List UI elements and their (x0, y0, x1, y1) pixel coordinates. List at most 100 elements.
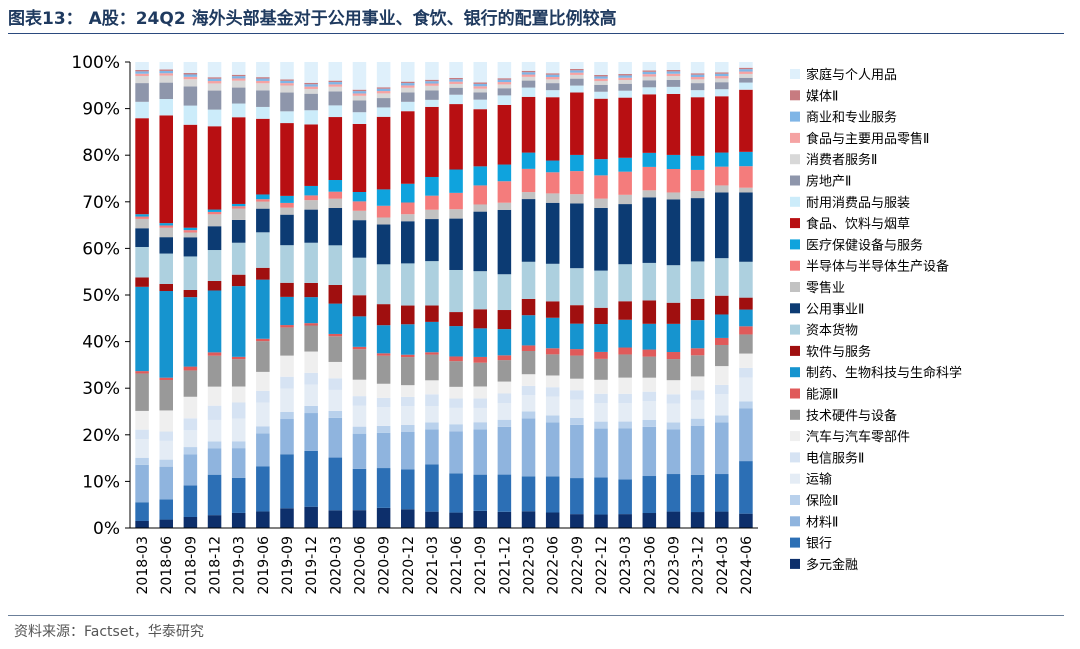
bar-segment (425, 429, 439, 465)
bar-segment (666, 511, 681, 528)
bar-segment (304, 282, 318, 298)
bar-segment (352, 405, 367, 427)
plot-area (135, 62, 753, 528)
bar-segment (304, 506, 318, 528)
y-tick-label: 30% (82, 379, 120, 399)
bar-segment (666, 73, 681, 77)
bar-segment (135, 71, 149, 74)
bar-segment (183, 76, 198, 80)
bar-segment (207, 81, 222, 84)
bar-segment (401, 406, 415, 425)
bar-segment (304, 242, 318, 283)
source-divider (8, 615, 1064, 616)
bar-segment (159, 227, 173, 238)
legend-swatch (790, 516, 800, 527)
bar-segment (715, 415, 729, 423)
bar-segment (159, 291, 173, 378)
bar-segment (352, 468, 367, 511)
bar-segment (207, 448, 222, 475)
bar-segment (328, 180, 343, 192)
bar-segment (545, 62, 560, 74)
bar-segment (328, 389, 343, 411)
bar-segment (666, 429, 681, 475)
bar-segment (642, 94, 657, 153)
legend-label: 软件与服务 (806, 344, 871, 360)
bar-segment (352, 257, 367, 296)
bar-segment (304, 93, 318, 111)
bar-segment (159, 380, 173, 411)
bar-segment (352, 191, 367, 202)
bar-segment (207, 126, 222, 210)
bar-segment (690, 348, 705, 356)
legend-label: 食品与主要用品零售Ⅱ (806, 131, 929, 147)
bar-segment (207, 405, 222, 420)
x-tick-label: 2021-03 (425, 536, 441, 595)
bar-segment (473, 309, 487, 329)
bar-segment (715, 152, 729, 167)
bar-segment (642, 166, 657, 191)
bar-segment (280, 195, 294, 203)
bar-segment (521, 298, 536, 316)
bar-segment (497, 403, 512, 420)
bar-segment (352, 112, 367, 124)
bar-segment (352, 210, 367, 221)
bar-segment (666, 302, 681, 324)
bar-segment (642, 80, 657, 88)
bar-segment (570, 514, 584, 528)
bar-segment (376, 93, 391, 99)
bar-segment (425, 99, 439, 107)
bar-segment (739, 192, 753, 262)
bar-segment (690, 62, 705, 74)
bar-segment (545, 375, 560, 388)
x-tick-label: 2022-03 (522, 536, 538, 595)
bar-segment (183, 447, 198, 455)
bar-segment (618, 62, 632, 75)
bar-segment (497, 104, 512, 165)
bar-segment (256, 426, 270, 434)
legend-label: 资本货物 (806, 323, 858, 339)
bar-segment (231, 242, 246, 275)
bar-segment (690, 261, 705, 299)
bar-segment (304, 84, 318, 87)
bar-segment (376, 224, 391, 265)
bar-segment (618, 75, 632, 78)
bar-segment (666, 422, 681, 430)
legend-label: 公用事业Ⅱ (806, 302, 864, 317)
bar-segment (425, 305, 439, 322)
bar-segment (570, 72, 584, 75)
bar-segment (473, 429, 487, 475)
bar-segment (425, 394, 439, 407)
legend-label: 保险Ⅱ (806, 494, 838, 509)
legend-swatch (790, 495, 800, 505)
bar-segment (545, 83, 560, 91)
bar-segment (521, 350, 536, 375)
x-tick-label: 2019-12 (304, 536, 320, 595)
bar-segment (401, 202, 415, 215)
bar-segment (570, 74, 584, 79)
bar-segment (135, 218, 149, 229)
bar-segment (376, 507, 391, 528)
bar-segment (666, 93, 681, 155)
bar-segment (449, 398, 463, 408)
bar-segment (376, 432, 391, 469)
bar-segment (449, 192, 463, 210)
bar-segment (280, 80, 294, 84)
bar-segment (497, 393, 512, 404)
bar-segment (135, 277, 149, 287)
bar-segment (425, 106, 439, 177)
bar-segment (304, 110, 318, 125)
legend-label: 媒体Ⅱ (806, 89, 838, 104)
bar-segment (594, 175, 608, 199)
bar-segment (376, 91, 391, 94)
bar-segment (545, 74, 560, 78)
bar-segment (715, 337, 729, 345)
bar-segment (159, 519, 173, 528)
bar-segment (328, 378, 343, 390)
x-tick-label: 2018-03 (135, 536, 151, 595)
bar-segment (739, 261, 753, 298)
bar-segment (739, 62, 753, 68)
bar-segment (545, 77, 560, 80)
bar-segment (328, 284, 343, 304)
bar-segment (425, 209, 439, 220)
bar-segment (618, 74, 632, 76)
